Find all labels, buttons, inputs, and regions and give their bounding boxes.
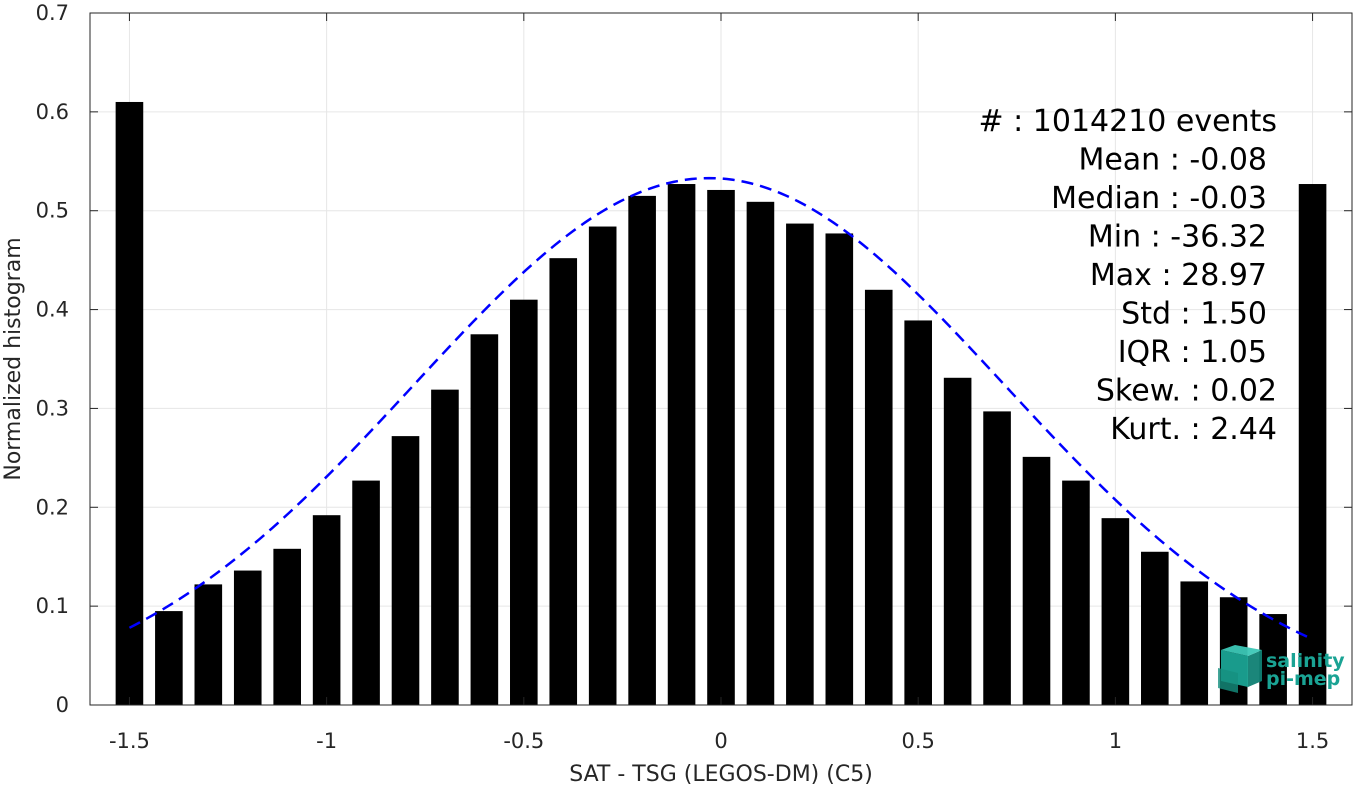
histogram-bar-21 <box>943 377 972 705</box>
histogram-bar-18 <box>825 233 854 706</box>
histogram-bar-27 <box>1180 581 1209 705</box>
y-tick-label-5: 0.5 <box>36 199 69 223</box>
histogram-bar-24 <box>1062 480 1090 705</box>
y-tick-label-4: 0.4 <box>36 298 69 322</box>
histogram-bar-22 <box>983 411 1011 705</box>
histogram-bar-26 <box>1141 551 1169 705</box>
histogram-bar-14 <box>667 184 696 706</box>
histogram-bar-23 <box>1022 456 1051 705</box>
histogram-bar-1 <box>155 611 183 705</box>
histogram-bar-12 <box>588 226 617 705</box>
histogram-bar-5 <box>312 515 341 705</box>
histogram-bar-16 <box>746 201 775 705</box>
stats-line-7: Skew. : 0.02 <box>1096 374 1277 409</box>
histogram-bar-13 <box>628 195 656 705</box>
y-tick-label-6: 0.6 <box>36 100 69 124</box>
x-axis-label: SAT - TSG (LEGOS-DM) (C5) <box>569 762 873 785</box>
stats-line-0: # : 1014210 events <box>978 104 1277 139</box>
stats-line-8: Kurt. : 2.44 <box>1110 412 1277 447</box>
x-tick-label-6: 1.5 <box>1296 729 1329 753</box>
stats-line-5: Std : 1.50 <box>1121 297 1267 332</box>
histogram-bar-10 <box>510 299 538 705</box>
x-tick-labels: -1.5 -1 -0.5 0 0.5 1 1.5 <box>109 729 1329 753</box>
salinity-pimep-logo: salinity pi-mep <box>1218 645 1345 693</box>
histogram-bar-11 <box>549 258 578 705</box>
histogram-bar-0 <box>115 101 144 705</box>
y-tick-labels: 0 0.1 0.2 0.3 0.4 0.5 0.6 0.7 <box>36 1 69 717</box>
x-tick-label-0: -1.5 <box>109 729 150 753</box>
y-tick-label-1: 0.1 <box>36 594 69 618</box>
histogram-bar-4 <box>273 548 301 705</box>
y-tick-label-3: 0.3 <box>36 396 69 420</box>
histogram-bar-30 <box>1298 184 1327 706</box>
y-axis-label: Normalized histogram <box>1 237 26 480</box>
gaussian-fit-curve <box>128 176 1314 641</box>
histogram-bars <box>115 101 1327 706</box>
histogram-bar-15 <box>707 189 735 705</box>
y-tick-label-2: 0.2 <box>36 495 69 519</box>
histogram-bar-20 <box>904 320 932 705</box>
histogram-bar-6 <box>352 480 380 705</box>
histogram-bar-8 <box>431 389 459 705</box>
logo-line1: salinity <box>1266 650 1345 672</box>
x-tick-label-1: -1 <box>316 729 337 753</box>
x-tick-label-2: -0.5 <box>503 729 544 753</box>
logo-cube-icon <box>1218 645 1262 693</box>
stats-line-1: Mean : -0.08 <box>1078 143 1267 178</box>
x-tick-label-3: 0 <box>714 729 727 753</box>
logo-line2: pi-mep <box>1266 668 1340 690</box>
axis-ticks <box>90 12 1352 706</box>
y-tick-label-0: 0 <box>56 693 69 717</box>
stats-line-4: Max : 28.97 <box>1090 258 1267 293</box>
histogram-bar-19 <box>864 289 893 705</box>
stats-line-2: Median : -0.03 <box>1051 181 1267 216</box>
histogram-bar-29 <box>1259 614 1287 705</box>
x-tick-label-4: 0.5 <box>901 729 934 753</box>
histogram-bar-3 <box>233 570 262 705</box>
histogram-bar-7 <box>391 436 420 705</box>
stats-line-6: IQR : 1.05 <box>1118 335 1267 370</box>
histogram-bar-9 <box>470 334 499 705</box>
histogram-bar-2 <box>194 584 223 705</box>
stats-line-3: Min : -36.32 <box>1088 220 1267 255</box>
x-tick-label-5: 1 <box>1109 729 1122 753</box>
y-tick-label-7: 0.7 <box>36 1 69 25</box>
histogram-bar-25 <box>1101 518 1130 705</box>
histogram-bar-17 <box>786 223 814 705</box>
